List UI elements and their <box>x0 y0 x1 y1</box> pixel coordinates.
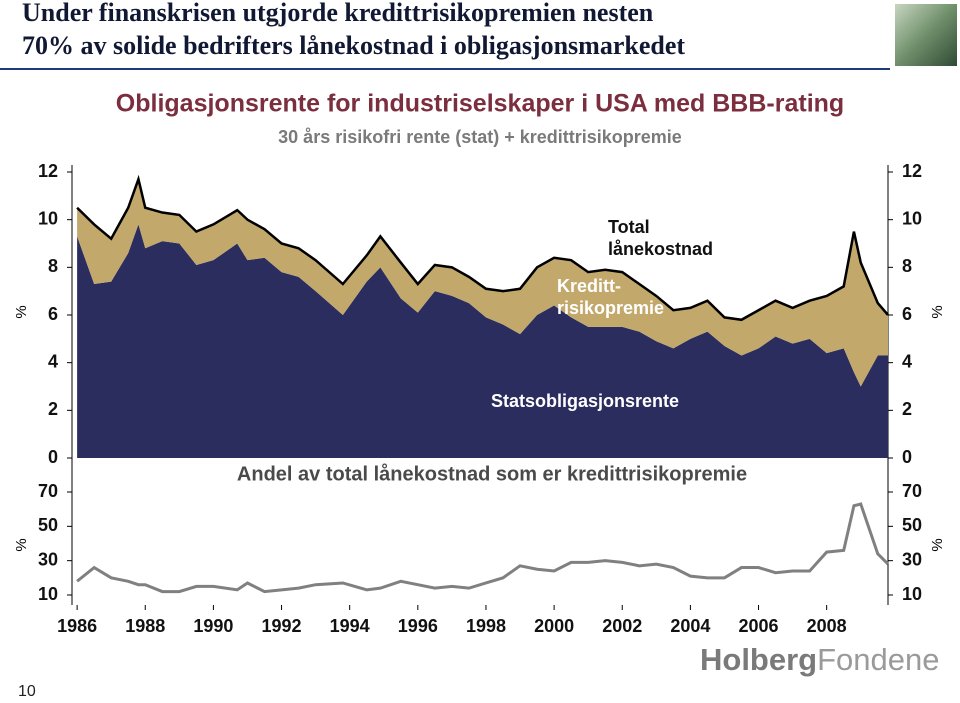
y2-tick-label: 12 <box>902 161 922 181</box>
y2-tick-label: 2 <box>902 399 912 419</box>
x-tick-label: 1988 <box>125 616 165 636</box>
logo-part: Fondene <box>817 642 939 677</box>
y2-tick-label: 30 <box>902 549 922 569</box>
chart-title: Obligasjonsrente for industriselskaper i… <box>116 90 844 118</box>
logo: HolbergFondene <box>700 642 940 677</box>
series-label: Statsobligasjonsrente <box>491 391 679 411</box>
chart-subtitle: 30 års risikofri rente (stat) + kredittr… <box>278 127 682 147</box>
area-segment <box>77 179 888 387</box>
x-tick-label: 2004 <box>670 616 710 636</box>
y2-tick-label: 8 <box>902 256 912 276</box>
x-tick-label: 2008 <box>807 616 847 636</box>
y-tick-label: 4 <box>48 351 58 371</box>
y2-tick-label: 10 <box>902 584 922 604</box>
annotation: Total <box>608 217 650 237</box>
chart-title: Andel av total lånekostnad som er kredit… <box>237 462 747 485</box>
x-tick-label: 1994 <box>330 616 370 636</box>
y2-tick-label: 0 <box>902 447 912 467</box>
y-tick-label: 12 <box>38 161 58 181</box>
x-tick-label: 1990 <box>193 616 233 636</box>
y-tick-label: 50 <box>38 515 58 535</box>
slide-title-line: Under finanskrisen utgjorde kredittrisik… <box>22 0 654 27</box>
y2-tick-label: 70 <box>902 481 922 501</box>
y-axis-label: % <box>13 538 30 551</box>
y2-axis-label: % <box>929 305 946 318</box>
y-tick-label: 30 <box>38 549 58 569</box>
y2-tick-label: 50 <box>902 515 922 535</box>
y-tick-label: 70 <box>38 481 58 501</box>
annotation: Kreditt- <box>557 276 621 296</box>
y2-tick-label: 10 <box>902 208 922 228</box>
x-tick-label: 1986 <box>57 616 97 636</box>
y-tick-label: 2 <box>48 399 58 419</box>
y2-axis-label: % <box>929 538 946 551</box>
y2-tick-label: 6 <box>902 304 912 324</box>
y-tick-label: 0 <box>48 447 58 467</box>
y-tick-label: 10 <box>38 208 58 228</box>
area-segment <box>77 224 888 458</box>
x-tick-label: 2002 <box>602 616 642 636</box>
y-tick-label: 6 <box>48 304 58 324</box>
x-tick-label: 2006 <box>739 616 779 636</box>
x-tick-label: 2000 <box>534 616 574 636</box>
slide-title-line: 70% av solide bedrifters lånekostnad i o… <box>22 31 685 60</box>
annotation: lånekostnad <box>608 239 713 259</box>
x-tick-label: 1996 <box>398 616 438 636</box>
y-tick-label: 10 <box>38 584 58 604</box>
total-line <box>76 174 889 322</box>
x-tick-label: 1998 <box>466 616 506 636</box>
annotation: risikopremie <box>557 298 664 318</box>
y2-tick-label: 4 <box>902 351 912 371</box>
banknote-image <box>895 4 957 66</box>
logo-part: Holberg <box>700 642 817 677</box>
x-tick-label: 1992 <box>262 616 302 636</box>
y-tick-label: 8 <box>48 256 58 276</box>
page-number: 10 <box>18 683 36 700</box>
share-line <box>76 502 890 594</box>
y-axis-label: % <box>13 305 30 318</box>
